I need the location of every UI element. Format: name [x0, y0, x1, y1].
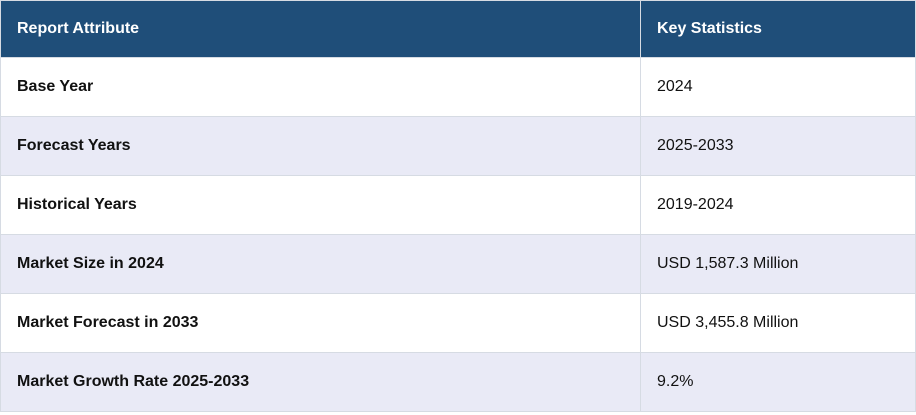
attribute-cell: Market Size in 2024 — [0, 234, 641, 294]
value-cell: USD 1,587.3 Million — [640, 234, 916, 294]
table-row: Forecast Years 2025-2033 — [0, 116, 916, 176]
header-report-attribute: Report Attribute — [0, 0, 641, 58]
attribute-cell: Market Growth Rate 2025-2033 — [0, 352, 641, 412]
table-header: Report Attribute Key Statistics — [0, 0, 916, 58]
table-row: Base Year 2024 — [0, 57, 916, 117]
value-cell: USD 3,455.8 Million — [640, 293, 916, 353]
value-cell: 9.2% — [640, 352, 916, 412]
attribute-cell: Historical Years — [0, 175, 641, 235]
attribute-cell: Base Year — [0, 57, 641, 117]
table-row: Market Size in 2024 USD 1,587.3 Million — [0, 234, 916, 294]
table-row: Historical Years 2019-2024 — [0, 175, 916, 235]
value-cell: 2025-2033 — [640, 116, 916, 176]
table-body: Base Year 2024 Forecast Years 2025-2033 … — [0, 57, 916, 412]
attribute-cell: Forecast Years — [0, 116, 641, 176]
value-cell: 2024 — [640, 57, 916, 117]
table-row: Market Forecast in 2033 USD 3,455.8 Mill… — [0, 293, 916, 353]
attribute-cell: Market Forecast in 2033 — [0, 293, 641, 353]
header-row: Report Attribute Key Statistics — [0, 0, 916, 58]
table-row: Market Growth Rate 2025-2033 9.2% — [0, 352, 916, 412]
value-cell: 2019-2024 — [640, 175, 916, 235]
header-key-statistics: Key Statistics — [640, 0, 916, 58]
